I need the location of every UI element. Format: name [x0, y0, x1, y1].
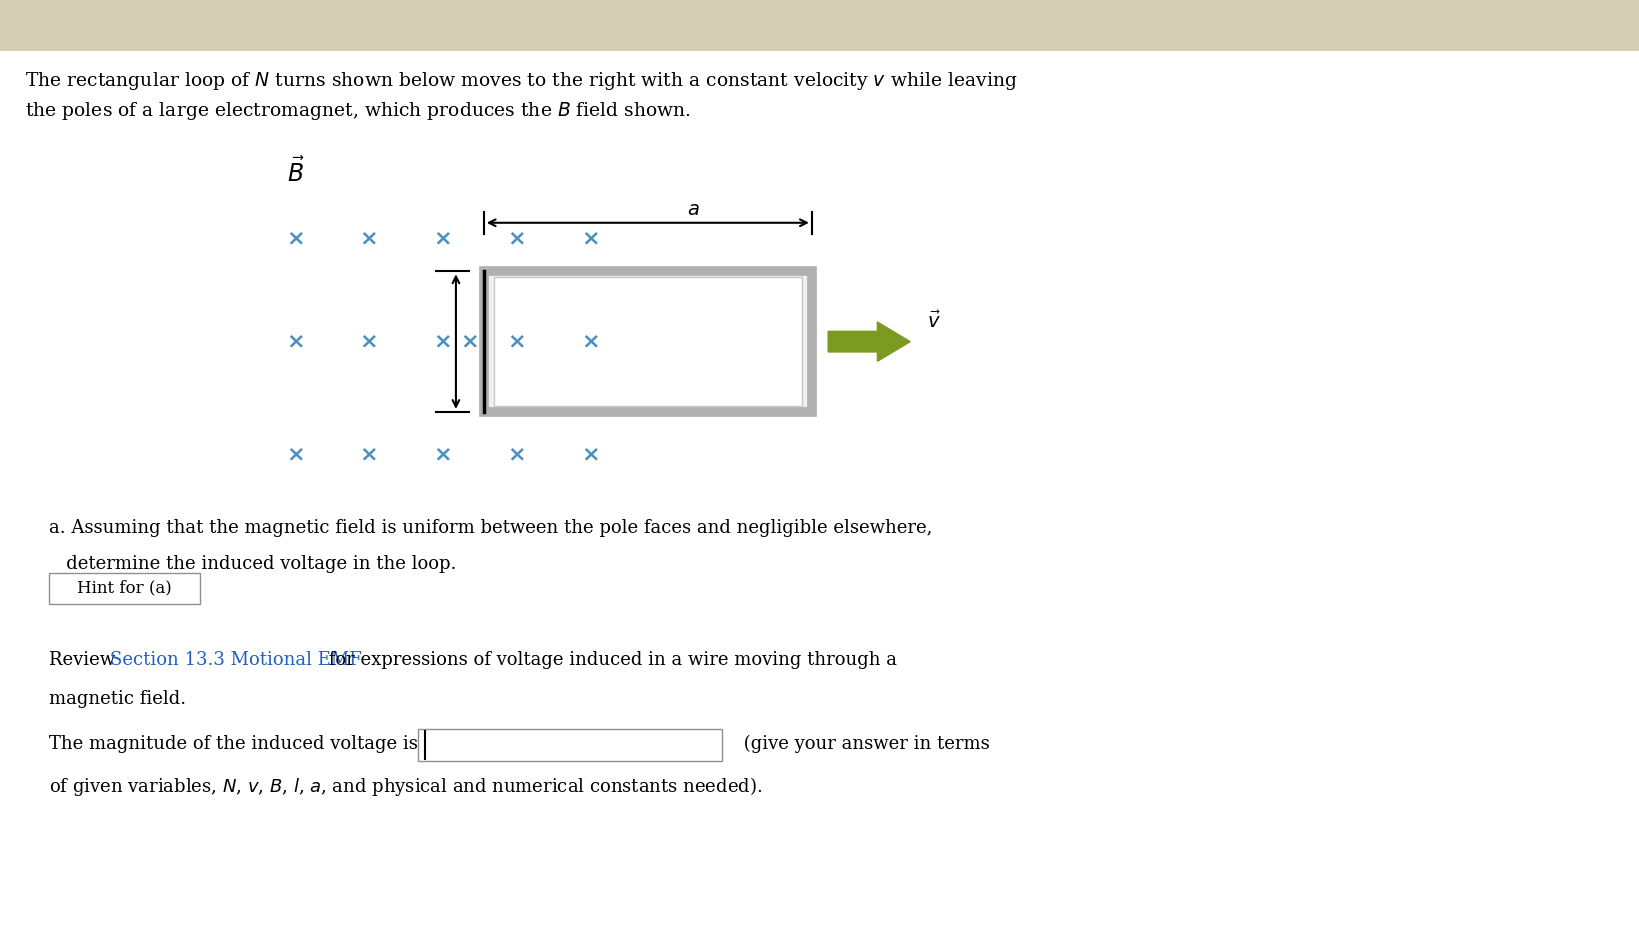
Text: Hint for (a): Hint for (a)	[77, 579, 172, 597]
Text: ×: ×	[506, 444, 526, 464]
FancyArrow shape	[828, 322, 910, 361]
Text: a. Assuming that the magnetic field is uniform between the pole faces and neglig: a. Assuming that the magnetic field is u…	[49, 519, 933, 537]
Text: ×: ×	[433, 331, 452, 352]
Text: for expressions of voltage induced in a wire moving through a: for expressions of voltage induced in a …	[323, 651, 897, 668]
Bar	[49, 573, 200, 604]
Text: ×: ×	[506, 228, 526, 249]
Text: ×: ×	[580, 444, 600, 464]
Bar	[493, 277, 801, 406]
Text: The magnitude of the induced voltage is: The magnitude of the induced voltage is	[49, 735, 418, 753]
Text: $a$: $a$	[687, 201, 700, 219]
Text: ×: ×	[285, 228, 305, 249]
Text: $\vec{v}$: $\vec{v}$	[926, 311, 939, 332]
Text: (give your answer in terms: (give your answer in terms	[738, 735, 990, 753]
Bar	[484, 271, 811, 412]
Text: Section 13.3 Motional EMF: Section 13.3 Motional EMF	[110, 651, 362, 668]
Text: ×: ×	[580, 228, 600, 249]
Text: ×: ×	[433, 444, 452, 464]
Text: ×: ×	[461, 331, 479, 352]
Bar	[0, 0, 1639, 51]
Text: ×: ×	[285, 331, 305, 352]
Text: ×: ×	[580, 331, 600, 352]
Text: ×: ×	[285, 444, 305, 464]
Text: ×: ×	[506, 331, 526, 352]
Text: magnetic field.: magnetic field.	[49, 690, 187, 708]
Text: Review: Review	[49, 651, 121, 668]
Text: the poles of a large electromagnet, which produces the $B$ field shown.: the poles of a large electromagnet, whic…	[25, 100, 690, 123]
Text: $\vec{B}$: $\vec{B}$	[287, 157, 305, 187]
Text: The rectangular loop of $N$ turns shown below moves to the right with a constant: The rectangular loop of $N$ turns shown …	[25, 70, 1016, 93]
Text: determine the induced voltage in the loop.: determine the induced voltage in the loo…	[49, 555, 456, 573]
Bar	[418, 729, 721, 761]
Text: ×: ×	[433, 228, 452, 249]
Text: of given variables, $N$, $v$, $B$, $l$, $a$, and physical and numerical constant: of given variables, $N$, $v$, $B$, $l$, …	[49, 775, 762, 798]
Text: ×: ×	[359, 228, 379, 249]
Text: ×: ×	[359, 331, 379, 352]
Text: ×: ×	[359, 444, 379, 464]
